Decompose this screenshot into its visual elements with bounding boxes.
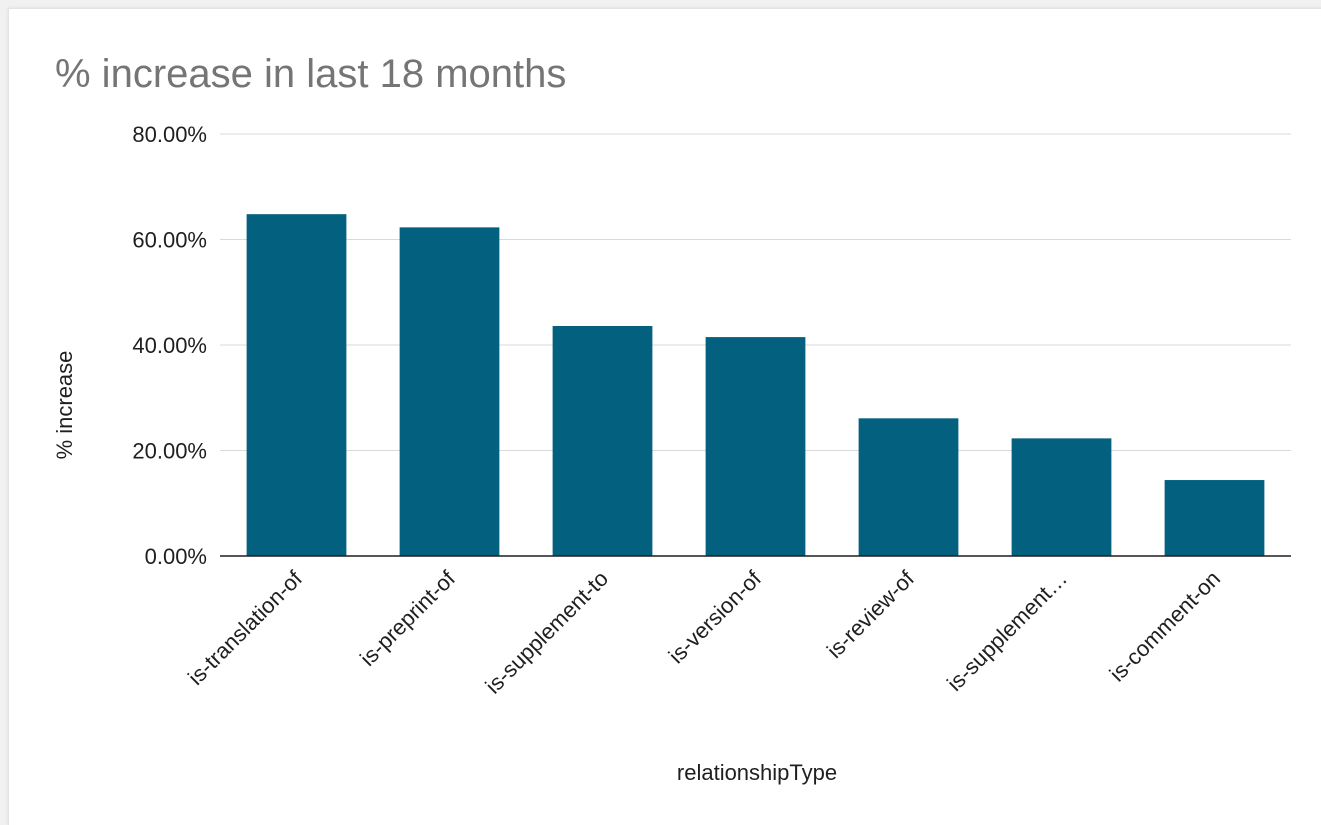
bars [246,214,1265,556]
y-axis-tick-labels: 0.00% 20.00% 40.00% 60.00% 80.00% [132,122,207,569]
y-axis-title: % increase [52,351,77,460]
y-tick-label: 0.00% [145,544,207,569]
y-tick-label: 20.00% [132,439,207,464]
bar-chart: % increase in last 18 months 0.00% 20.00%… [52,52,1291,785]
y-tick-label: 80.00% [132,122,207,147]
x-tick-label: is-review-of [822,565,920,663]
y-tick-label: 40.00% [132,333,207,358]
x-axis-title: relationshipType [677,760,837,785]
x-tick-label: is-comment-on [1104,566,1225,687]
bar [1164,480,1265,556]
bar [858,418,959,556]
x-tick-label: is-supplement… [942,566,1072,696]
bar [705,337,806,556]
chart-title: % increase in last 18 months [55,52,566,96]
x-axis-tick-labels: is-translation-of is-preprint-of is-supple… [183,565,1225,698]
x-tick-label: is-translation-of [183,565,308,690]
bar [552,326,653,556]
bar [399,227,500,556]
bar [1011,438,1112,556]
y-tick-label: 60.00% [132,228,207,253]
chart-card: % increase in last 18 months 0.00% 20.00%… [8,8,1321,825]
x-tick-label: is-version-of [664,565,767,668]
x-tick-label: is-supplement-to [480,566,613,699]
x-tick-label: is-preprint-of [355,565,461,671]
bar [246,214,347,556]
